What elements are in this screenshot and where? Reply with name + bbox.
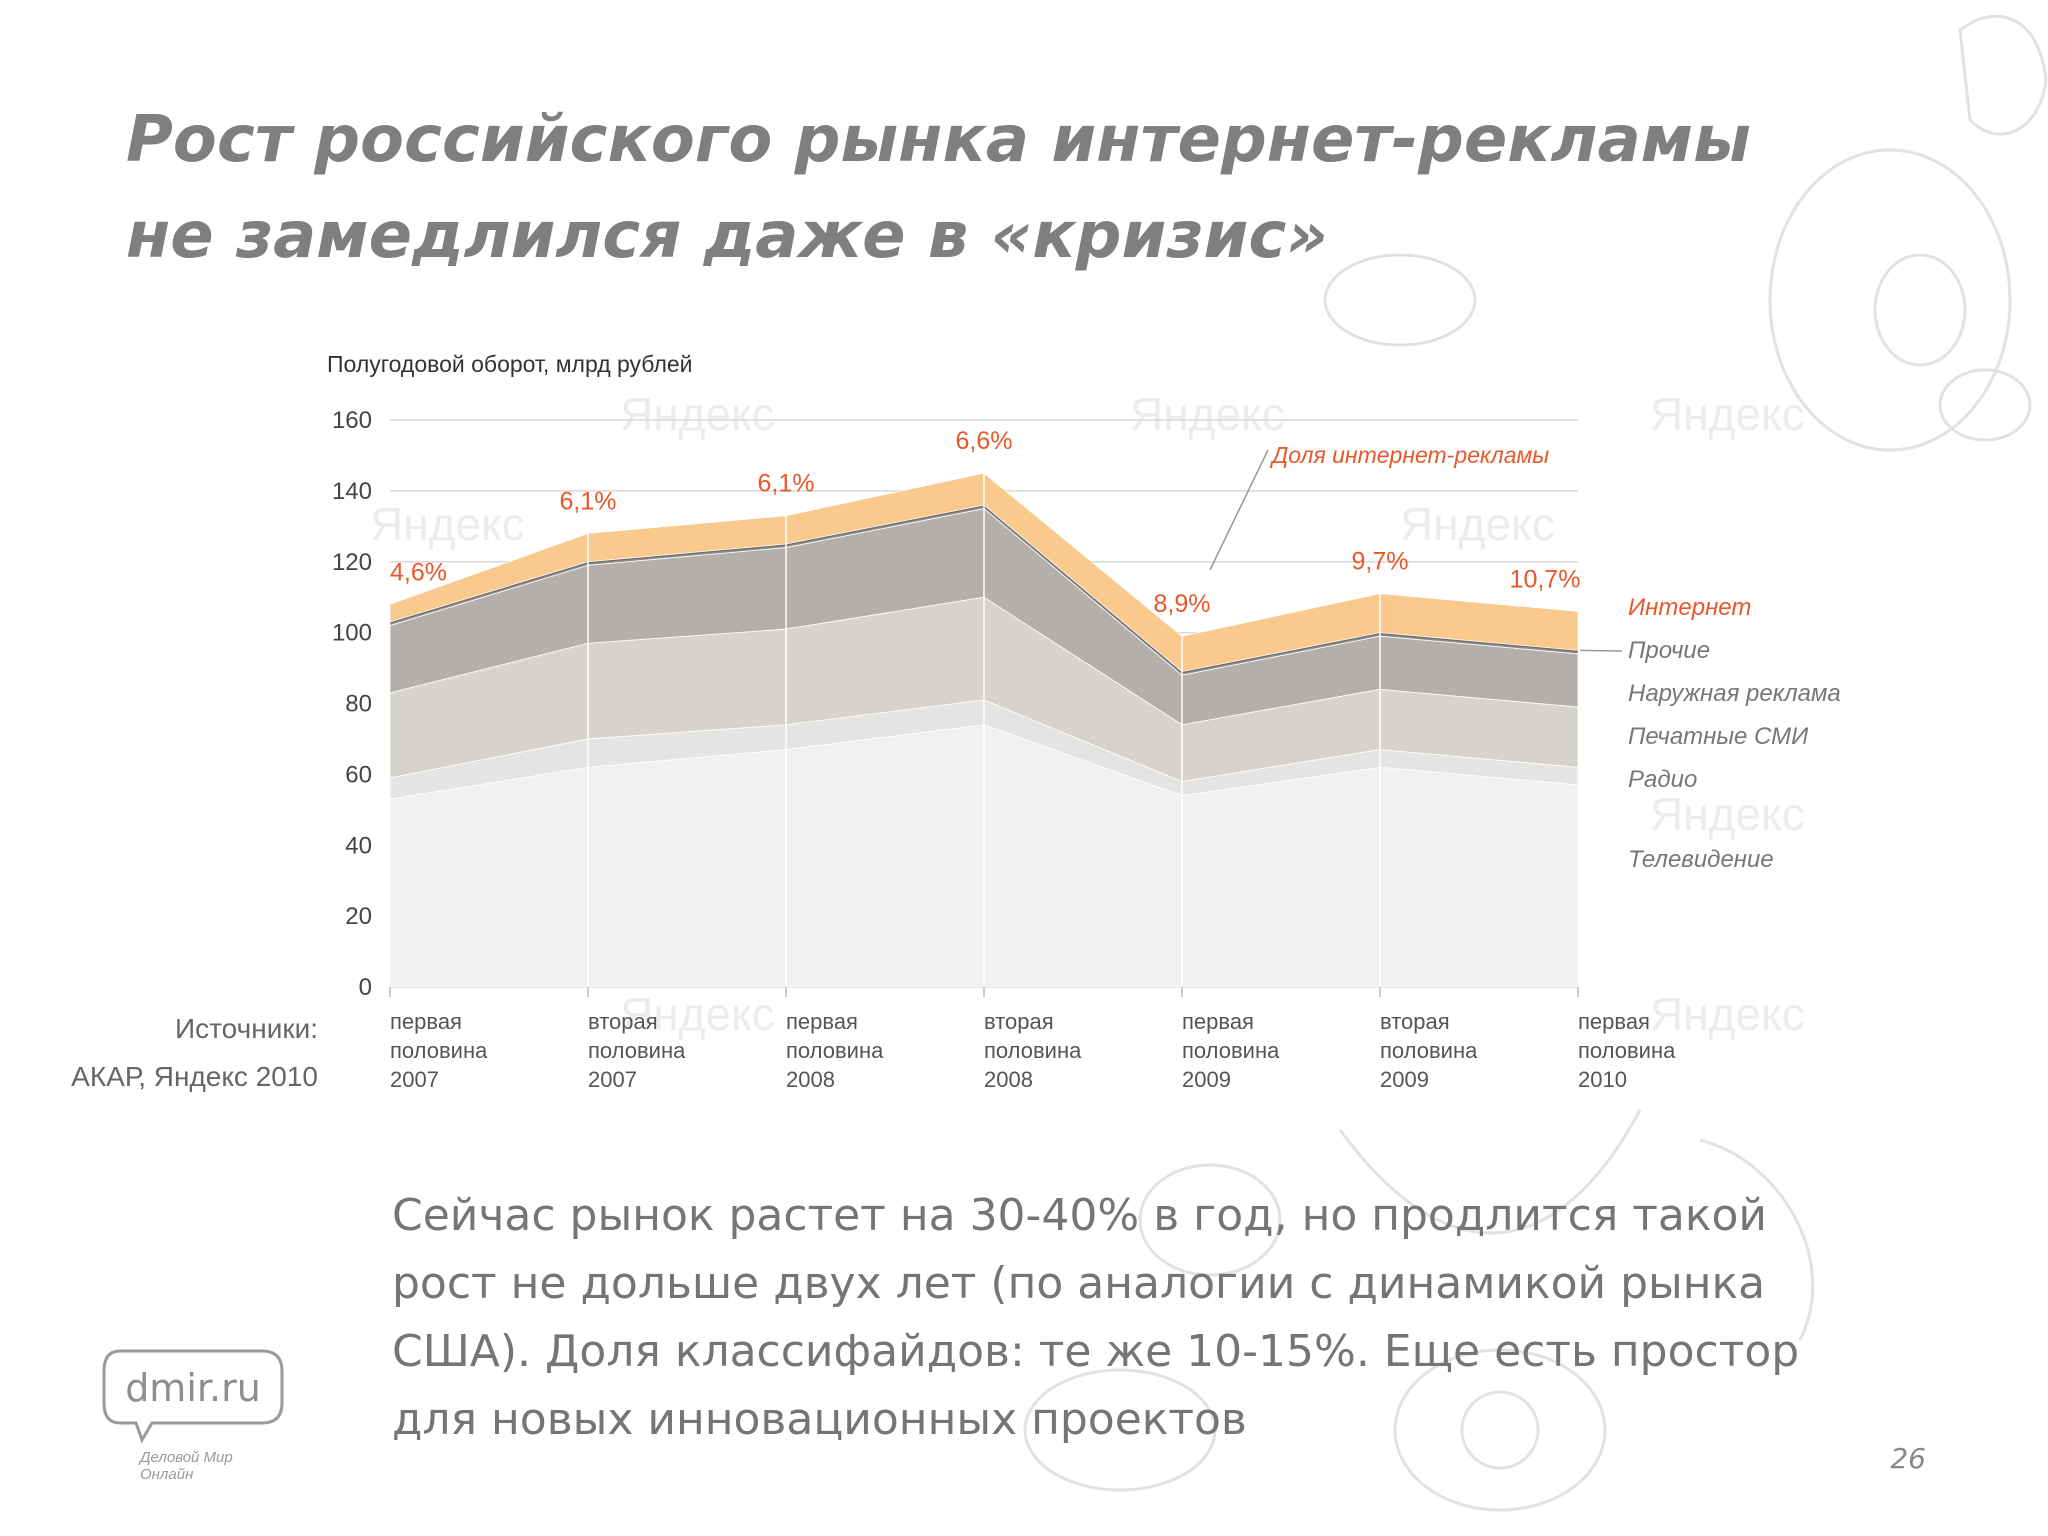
- page-number: 26: [1890, 1442, 1926, 1475]
- sources: Источники: АКАР, Яндекс 2010: [71, 1005, 318, 1101]
- y-axis-label: Полугодовой оборот, млрд рублей: [327, 351, 693, 377]
- legend: Интернет Прочие Наружная реклама Печатные С…: [1579, 594, 1841, 873]
- share-data-label: 6,1%: [560, 487, 617, 515]
- y-tick-label: 140: [332, 478, 372, 505]
- x-tick-label: вторая половина 2009: [1380, 1009, 1478, 1092]
- doodle-shape: [1393, 1348, 1607, 1512]
- share-label: Доля интернет-рекламы: [1269, 442, 1549, 468]
- y-tick-label: 60: [345, 761, 372, 788]
- x-tick-label: первая половина 2008: [786, 1009, 884, 1092]
- share-data-label: 8,9%: [1154, 590, 1211, 618]
- doodle-shape: [1958, 14, 2048, 136]
- watermark: Яндекс: [1650, 388, 1805, 440]
- y-tick-label: 120: [332, 549, 372, 576]
- legend-item: Телевидение: [1628, 846, 1774, 873]
- watermark: Яндекс: [1650, 988, 1805, 1040]
- watermark: Яндекс: [620, 388, 775, 440]
- share-data-label: 9,7%: [1352, 548, 1409, 576]
- watermark: Яндекс: [620, 988, 775, 1040]
- doodle-shape: [1323, 253, 1477, 347]
- sources-text: АКАР, Яндекс 2010: [71, 1061, 318, 1092]
- x-axis-ticks: первая половина 2007 вторая половина 2007 перв…: [390, 1009, 1676, 1092]
- watermark: Яндекс: [1130, 388, 1285, 440]
- legend-leader: [1579, 649, 1623, 652]
- share-data-label: 10,7%: [1510, 565, 1581, 593]
- slide-title-line1: Рост российского рынка интернет-рекламы: [126, 103, 1751, 177]
- body-text: Сейчас рынок растет на 30-40% в год, но …: [392, 1190, 1800, 1445]
- slide-title: Рост российского рынка интернет-рекламы …: [126, 92, 1776, 284]
- share-label-leader: [1209, 449, 1269, 571]
- legend-item: Интернет: [1628, 594, 1751, 621]
- x-tick-label: вторая половина 2008: [984, 1009, 1082, 1092]
- doodle-shape: [1873, 253, 1967, 367]
- doodle-shape: [1138, 1163, 1282, 1277]
- logo-bubble: [102, 1349, 284, 1444]
- legend-item: Радио: [1628, 766, 1697, 793]
- y-tick-label: 0: [359, 974, 372, 1001]
- doodle-shape: [1768, 148, 2012, 452]
- x-tick-label: первая половина 2007: [390, 1009, 488, 1092]
- y-axis-ticks: 0 20 40 60 80 100 120 140 160: [332, 407, 372, 1001]
- y-tick-label: 100: [332, 620, 372, 647]
- legend-item: Печатные СМИ: [1628, 723, 1809, 750]
- share-data-label: 6,1%: [758, 470, 815, 498]
- y-tick-label: 160: [332, 407, 372, 434]
- doodle-shape: [1023, 1368, 1217, 1492]
- watermark: Яндекс: [370, 498, 525, 550]
- dmir-logo: dmir.ru Деловой Мир Онлайн: [102, 1349, 284, 1480]
- slide-title-line2: не замедлился даже в «кризис»: [126, 199, 1328, 273]
- x-tick-label: первая половина 2010: [1578, 1009, 1676, 1092]
- legend-item: Наружная реклама: [1628, 680, 1841, 707]
- share-data-label: 4,6%: [390, 558, 447, 586]
- doodle-shape: [1460, 1390, 1540, 1470]
- category-lines: [389, 473, 1579, 997]
- internet-share-labels: 4,6% 6,1% 6,1% 6,6% 8,9% 9,7% 10,7%: [390, 427, 1580, 618]
- x-tick-label: первая половина 2009: [1182, 1009, 1280, 1092]
- doodle-shape: [1338, 1109, 1642, 1235]
- logo-tagline-2: Онлайн: [140, 1466, 193, 1480]
- share-data-label: 6,6%: [956, 427, 1013, 455]
- background-doodles: [1023, 14, 2048, 1512]
- logo-tagline-1: Деловой Мир: [138, 1449, 233, 1466]
- legend-item: Прочие: [1628, 637, 1710, 664]
- area-internet: [389, 472, 1579, 673]
- watermarks: Яндекс Яндекс Яндекс Яндекс Яндекс Яндек…: [370, 388, 1805, 1040]
- logo-brand: dmir.ru: [125, 1366, 261, 1410]
- y-tick-label: 80: [345, 691, 372, 718]
- watermark: Яндекс: [1400, 498, 1555, 550]
- x-tick-label: вторая половина 2007: [588, 1009, 686, 1092]
- doodle-shape: [1938, 368, 2032, 442]
- sources-label: Источники:: [175, 1013, 318, 1044]
- y-tick-label: 40: [345, 832, 372, 859]
- y-tick-label: 20: [345, 903, 372, 930]
- doodle-shape: [1699, 1138, 1815, 1341]
- watermark: Яндекс: [1650, 788, 1805, 840]
